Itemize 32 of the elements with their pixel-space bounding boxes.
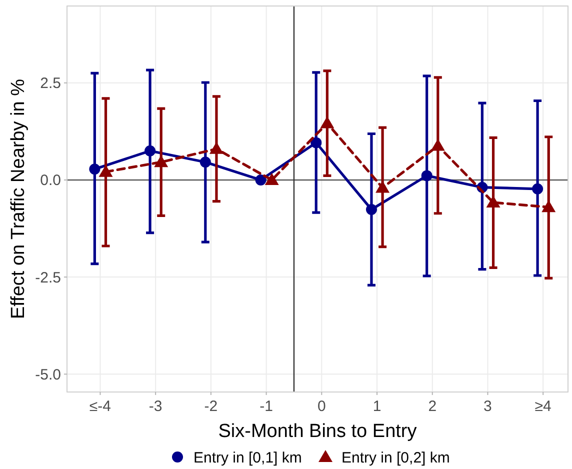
x-tick-label: ≥4: [534, 398, 552, 415]
x-tick-label: -1: [260, 398, 273, 415]
point: [366, 204, 377, 215]
point: [430, 138, 445, 151]
point: [200, 156, 211, 168]
point: [532, 183, 544, 194]
point: [320, 116, 334, 128]
point: [154, 155, 168, 168]
y-tick-label: -2.5: [35, 269, 61, 286]
point: [376, 180, 390, 193]
point: [421, 170, 432, 182]
x-tick-label: -2: [204, 398, 218, 415]
x-tick-label: ≤-4: [89, 398, 112, 415]
x-tick-label: -3: [148, 398, 162, 415]
legend-label: Entry in [0,1] km: [194, 449, 302, 466]
y-axis-title: Effect on Traffic Nearby in %: [8, 78, 29, 320]
x-axis-title: Six-Month Bins to Entry: [218, 421, 418, 442]
y-tick-label: 2.5: [40, 75, 61, 92]
point: [310, 137, 322, 148]
x-tick-label: 3: [484, 398, 492, 415]
point: [255, 174, 266, 186]
x-tick-label: 1: [372, 398, 382, 415]
legend-label: Entry in [0,2] km: [342, 449, 450, 466]
x-tick-label: 0: [317, 398, 326, 415]
point: [264, 172, 279, 185]
y-tick-label: 0.0: [40, 172, 61, 190]
point: [209, 142, 224, 154]
y-tick-label: -5.0: [35, 366, 61, 384]
point: [144, 145, 156, 156]
x-tick-label: 2: [428, 398, 437, 415]
point: [89, 164, 100, 175]
point: [542, 200, 556, 212]
